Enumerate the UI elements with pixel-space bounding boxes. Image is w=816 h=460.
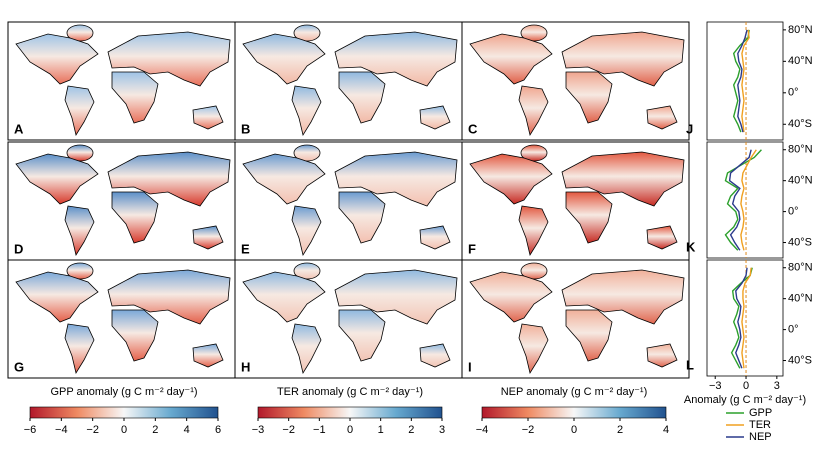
y-tick-label: 0° xyxy=(788,87,799,99)
y-tick-label: 80°N xyxy=(788,144,813,156)
x-tick-label: 0 xyxy=(743,380,749,392)
colorbar-tick-label: −4 xyxy=(55,424,68,436)
colorbar-tick-label: 3 xyxy=(439,424,445,436)
panel-letter: L xyxy=(686,357,694,372)
panel-letter: I xyxy=(468,359,472,374)
y-tick-label: 40°N xyxy=(788,293,813,305)
colorbar xyxy=(481,406,667,419)
colorbar xyxy=(29,406,219,419)
colorbar-label: TER anomaly (g C m⁻² day⁻¹) xyxy=(277,386,423,398)
colorbar-tick-label: 2 xyxy=(617,424,623,436)
y-tick-label: 80°N xyxy=(788,262,813,274)
y-tick-label: 40°N xyxy=(788,55,813,67)
colorbar-tick-label: −1 xyxy=(313,424,326,436)
panel-letter: G xyxy=(14,359,24,374)
profile-line xyxy=(737,29,748,133)
colorbar-tick-label: −2 xyxy=(282,424,295,436)
panel-letter: H xyxy=(241,359,250,374)
profile-line xyxy=(740,149,757,251)
y-tick-label: 0° xyxy=(788,206,799,218)
colorbar-tick-label: 0 xyxy=(121,424,127,436)
y-tick-label: 80°N xyxy=(788,24,813,36)
profile-line xyxy=(730,267,753,369)
colorbar-tick-label: 4 xyxy=(663,424,669,436)
profile-line xyxy=(741,267,752,369)
legend-label: GPP xyxy=(749,407,772,419)
profile-line xyxy=(735,267,748,369)
x-tick-label: −3 xyxy=(709,380,722,392)
colorbar-tick-label: 0 xyxy=(571,424,577,436)
colorbar-label: GPP anomaly (g C m⁻² day⁻¹) xyxy=(50,386,197,398)
colorbar-tick-label: 6 xyxy=(215,424,221,436)
profile-line xyxy=(732,29,750,133)
colorbar-tick-label: −4 xyxy=(476,424,489,436)
colorbar-tick-label: 1 xyxy=(378,424,384,436)
profile-frame xyxy=(706,141,784,259)
panel-letter: D xyxy=(14,241,23,256)
colorbar-tick-label: 2 xyxy=(408,424,414,436)
y-tick-label: 40°N xyxy=(788,175,813,187)
panel-letter: K xyxy=(686,239,696,254)
colorbar-label: NEP anomaly (g C m⁻² day⁻¹) xyxy=(501,386,648,398)
colorbar-tick-label: 2 xyxy=(152,424,158,436)
profile-line xyxy=(741,29,750,133)
panel-letter: C xyxy=(468,121,478,136)
colorbar-tick-label: −2 xyxy=(522,424,535,436)
legend-label: NEP xyxy=(749,431,772,443)
panel-letter: B xyxy=(241,121,250,136)
colorbar-tick-label: −2 xyxy=(86,424,99,436)
panel-letter: E xyxy=(241,241,250,256)
y-tick-label: 40°S xyxy=(788,236,812,248)
y-tick-label: 0° xyxy=(788,324,799,336)
panel-letter: F xyxy=(468,241,476,256)
y-tick-label: 40°S xyxy=(788,118,812,130)
x-axis-label: Anomaly (g C m⁻² day⁻¹) xyxy=(684,394,806,406)
panel-letter: J xyxy=(686,121,693,136)
profile-frame xyxy=(706,21,784,141)
profile-frame xyxy=(706,259,784,377)
colorbar-tick-label: 0 xyxy=(347,424,353,436)
x-tick-label: 3 xyxy=(774,380,780,392)
colorbar-tick-label: −6 xyxy=(24,424,37,436)
legend-label: TER xyxy=(749,419,771,431)
colorbar xyxy=(257,406,443,419)
colorbar-tick-label: −3 xyxy=(252,424,265,436)
profile-line xyxy=(728,149,752,251)
y-tick-label: 40°S xyxy=(788,354,812,366)
colorbar-tick-label: 4 xyxy=(184,424,190,436)
panel-letter: A xyxy=(14,121,24,136)
